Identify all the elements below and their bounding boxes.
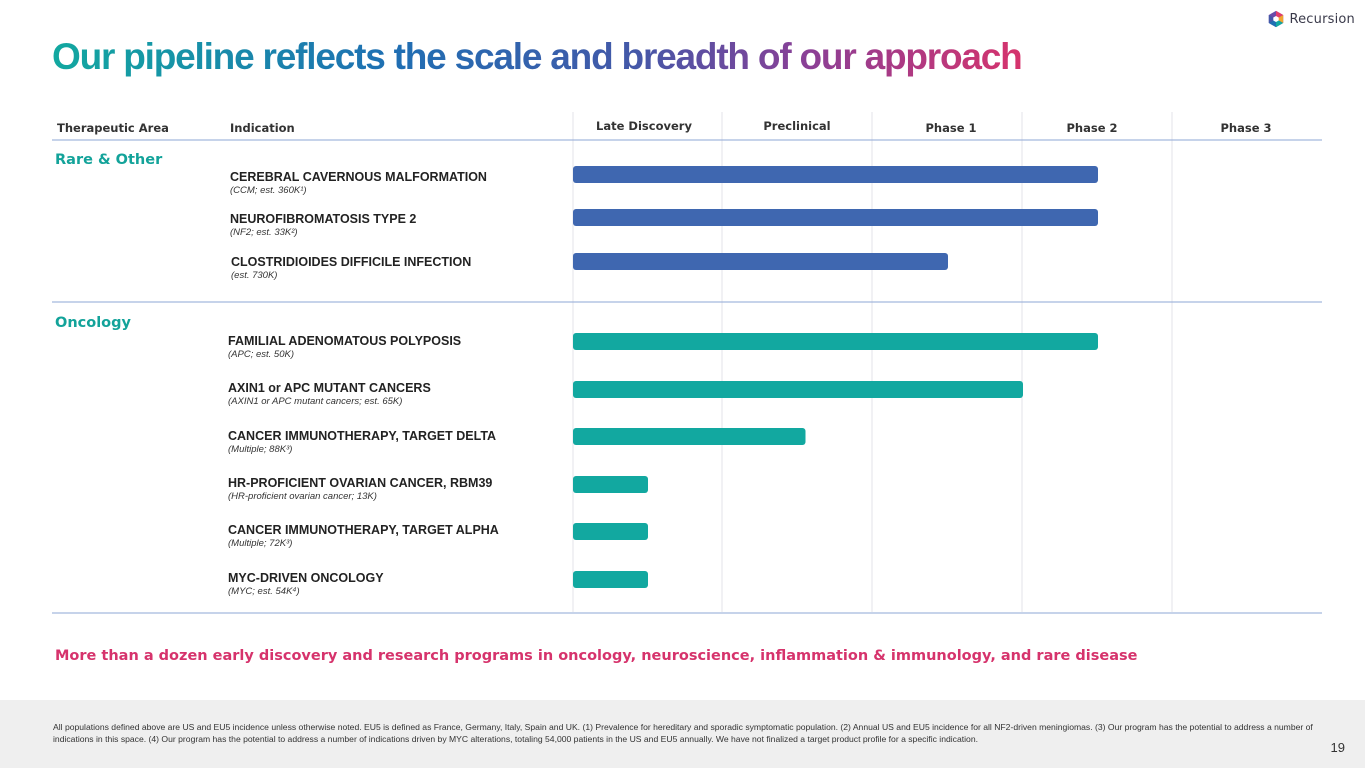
indication-detail: (Multiple; 88K³) [228, 444, 293, 455]
area-oncology: Oncology [55, 315, 131, 331]
bar-familial-adenomatous-polyposis [573, 333, 1098, 350]
pipeline-chart [52, 112, 1322, 614]
header-therapeutic-area: Therapeutic Area [57, 121, 169, 135]
bar-cerebral-cavernous-malformation [573, 166, 1098, 183]
header-stage-late-discovery: Late Discovery [596, 119, 692, 133]
indication-nf2: NEUROFIBROMATOSIS TYPE 2 (NF2; est. 33K²… [230, 212, 416, 238]
indication-c-difficile: CLOSTRIDIOIDES DIFFICILE INFECTION (est.… [231, 255, 471, 281]
indication-name: CEREBRAL CAVERNOUS MALFORMATION [230, 170, 487, 184]
bar-cancer-immunotherapy-target-delta [573, 428, 806, 445]
bar-neurofibromatosis-type-2 [573, 209, 1098, 226]
area-rare-and-other: Rare & Other [55, 152, 163, 168]
indication-detail: (HR-proficient ovarian cancer; 13K) [228, 491, 377, 502]
brand-name: Recursion [1289, 11, 1355, 27]
indication-name: HR-PROFICIENT OVARIAN CANCER, RBM39 [228, 476, 493, 490]
footer: All populations defined above are US and… [0, 700, 1365, 768]
header-stage-phase-1: Phase 1 [925, 121, 977, 135]
indication-name: FAMILIAL ADENOMATOUS POLYPOSIS [228, 334, 462, 348]
tagline: More than a dozen early discovery and re… [55, 648, 1138, 664]
indication-name: CANCER IMMUNOTHERAPY, TARGET DELTA [228, 429, 497, 443]
indication-detail: (CCM; est. 360K¹) [230, 185, 307, 196]
indication-rbm39: HR-PROFICIENT OVARIAN CANCER, RBM39 (HR-… [228, 476, 492, 502]
indication-detail: (MYC; est. 54K⁴) [228, 586, 300, 597]
indication-detail: (est. 730K) [231, 270, 278, 281]
indication-name: MYC-DRIVEN ONCOLOGY [228, 571, 384, 585]
indication-target-delta: CANCER IMMUNOTHERAPY, TARGET DELTA (Mult… [228, 429, 496, 455]
indication-detail: (APC; est. 50K) [228, 349, 294, 360]
page-number: 19 [1330, 740, 1345, 755]
header-stage-phase-3: Phase 3 [1220, 121, 1272, 135]
indication-fap: FAMILIAL ADENOMATOUS POLYPOSIS (APC; est… [228, 334, 461, 360]
header-stage-preclinical: Preclinical [763, 119, 831, 133]
indication-detail: (NF2; est. 33K²) [230, 227, 298, 238]
indication-name: NEUROFIBROMATOSIS TYPE 2 [230, 212, 417, 226]
indication-name: CANCER IMMUNOTHERAPY, TARGET ALPHA [228, 523, 499, 537]
header-indication: Indication [230, 121, 295, 135]
indication-name: AXIN1 or APC MUTANT CANCERS [228, 381, 431, 395]
indication-ccm: CEREBRAL CAVERNOUS MALFORMATION (CCM; es… [230, 170, 487, 196]
indication-myc: MYC-DRIVEN ONCOLOGY (MYC; est. 54K⁴) [228, 571, 384, 597]
page-title: Our pipeline reflects the scale and brea… [52, 36, 1023, 77]
indication-detail: (AXIN1 or APC mutant cancers; est. 65K) [228, 396, 403, 407]
indication-axin1-apc: AXIN1 or APC MUTANT CANCERS (AXIN1 or AP… [228, 381, 431, 407]
bar-hr-proficient-ovarian-cancer-rbm39 [573, 476, 648, 493]
bar-cancer-immunotherapy-target-alpha [573, 523, 648, 540]
recursion-logo-icon [1269, 10, 1284, 28]
header-stage-phase-2: Phase 2 [1066, 121, 1118, 135]
indication-name: CLOSTRIDIOIDES DIFFICILE INFECTION [231, 255, 472, 269]
recursion-logo: Recursion [1267, 10, 1355, 28]
footnote: All populations defined above are US and… [53, 722, 1313, 744]
bar-clostridioides-difficile-infection [573, 253, 948, 270]
indication-target-alpha: CANCER IMMUNOTHERAPY, TARGET ALPHA (Mult… [228, 523, 499, 549]
indication-detail: (Multiple; 72K³) [228, 538, 293, 549]
bar-axin1-or-apc-mutant-cancers [573, 381, 1023, 398]
bar-myc-driven-oncology [573, 571, 648, 588]
